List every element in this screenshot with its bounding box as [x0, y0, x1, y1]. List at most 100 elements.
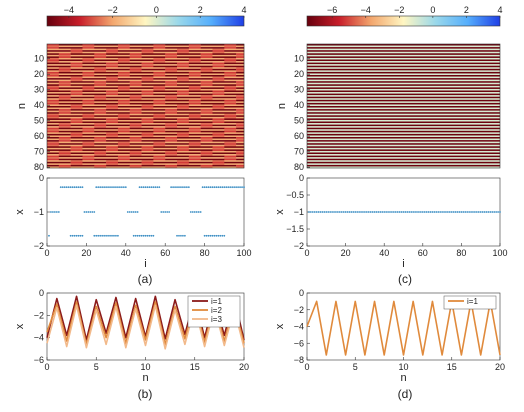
- heatmap-cell: [129, 112, 142, 114]
- heatmap-cell: [94, 47, 119, 49]
- scatter-point: [113, 186, 115, 189]
- heatmap-cell: [177, 163, 190, 166]
- heatmap-cell: [200, 73, 225, 76]
- scatter-point: [313, 211, 316, 213]
- heatmap-row: [307, 51, 500, 54]
- heatmap-cell: [165, 115, 190, 118]
- heatmap-cell: [200, 54, 213, 57]
- heatmap-cell: [94, 154, 107, 156]
- heatmap-cell: [165, 71, 190, 74]
- heatmap-cell: [153, 73, 166, 76]
- heatmap-cell: [106, 112, 130, 114]
- heatmap-cell: [188, 106, 213, 108]
- scatter-point: [425, 211, 428, 213]
- heatmap-cell: [117, 143, 130, 145]
- scatter-point: [229, 186, 232, 189]
- heatmap-cell: [212, 48, 225, 51]
- heatmap-cell: [70, 70, 95, 73]
- heatmap-cell: [236, 73, 245, 76]
- scatter-point: [358, 211, 361, 213]
- heatmap-cell: [141, 104, 154, 107]
- heatmap-cell: [200, 95, 213, 97]
- heatmap-cell: [82, 118, 107, 121]
- heatmap-cell: [212, 140, 237, 142]
- scatter-point: [158, 186, 161, 189]
- heatmap-cell: [82, 119, 107, 122]
- heatmap-cell: [47, 81, 60, 83]
- heatmap-cell: [106, 149, 119, 152]
- heatmap-cell: [224, 119, 245, 122]
- heatmap-cell: [70, 150, 95, 153]
- heatmap-cell: [141, 92, 154, 94]
- heatmap-cell: [94, 109, 107, 111]
- heatmap-cell: [212, 76, 225, 79]
- heatmap-cell: [94, 96, 107, 99]
- heatmap-cell: [141, 138, 166, 141]
- heatmap-cell: [70, 65, 83, 68]
- heatmap-cell: [224, 130, 237, 133]
- scatter-point: [231, 186, 234, 189]
- scatter-point: [499, 211, 501, 213]
- heatmap-cell: [165, 73, 190, 76]
- heatmap-cell: [141, 95, 166, 97]
- scatter-point: [95, 186, 98, 189]
- heatmap-cell: [200, 84, 213, 87]
- heatmap-cell: [47, 157, 60, 159]
- heatmap-cell: [188, 48, 213, 51]
- heatmap-cell: [177, 78, 190, 80]
- heatmap-cell: [129, 129, 154, 131]
- heatmap-cell: [177, 121, 190, 124]
- heatmap-cell: [200, 154, 213, 156]
- heatmap-cell: [129, 123, 142, 125]
- heatmap-cell: [200, 152, 213, 155]
- scatter-point: [317, 211, 320, 213]
- heatmap-cell: [47, 147, 71, 150]
- heatmap-cell: [47, 54, 60, 57]
- heatmap-cell: [70, 50, 83, 52]
- heatmap-cell: [117, 118, 142, 121]
- heatmap-cell: [106, 98, 130, 100]
- scatter-point: [311, 211, 314, 213]
- heatmap-cell: [58, 137, 71, 139]
- heatmap-cell: [106, 84, 130, 87]
- heatmap-cell: [58, 85, 83, 88]
- heatmap-cell: [200, 123, 213, 125]
- heatmap-cell: [141, 107, 154, 110]
- scatter-point: [329, 211, 332, 213]
- heatmap-cell: [177, 138, 201, 141]
- heatmap-cell: [141, 164, 166, 167]
- heatmap-row: [307, 96, 500, 99]
- heatmap-cell: [47, 121, 71, 124]
- heatmap-cell: [58, 166, 71, 169]
- scatter-c-xlabel: i: [402, 258, 404, 270]
- heatmap-cell: [188, 50, 213, 52]
- scatter-point: [48, 234, 50, 237]
- heatmap-cell: [141, 93, 154, 96]
- heatmap-cell: [70, 107, 83, 110]
- heatmap-cell: [188, 118, 213, 121]
- heatmap-cell: [141, 132, 154, 135]
- heatmap-cell: [117, 149, 142, 152]
- heatmap-cell: [224, 85, 237, 88]
- heatmap-cell: [212, 106, 225, 108]
- heatmap-cell: [177, 126, 201, 128]
- heatmap-cell: [177, 149, 190, 152]
- scatter-c-ytick-label: −1.5: [286, 224, 304, 234]
- scatter-point: [356, 211, 359, 213]
- heatmap-cell: [94, 116, 119, 119]
- heatmap-row: [307, 76, 500, 79]
- heatmap-cell: [47, 65, 71, 68]
- heatmap-cell: [117, 158, 130, 161]
- heatmap-cell: [153, 113, 166, 116]
- heatmap-cell: [141, 98, 166, 100]
- heatmap-cell: [153, 102, 166, 105]
- heatmap-cell: [141, 121, 154, 124]
- heatmap-row: [307, 150, 500, 153]
- heatmap-cell: [82, 144, 95, 147]
- heatmap-cell: [141, 146, 154, 149]
- heatmap-cell: [188, 78, 213, 80]
- heatmap-cell: [200, 109, 213, 111]
- scatter-point: [389, 211, 391, 213]
- line-d-xtick-label: 0: [304, 362, 309, 372]
